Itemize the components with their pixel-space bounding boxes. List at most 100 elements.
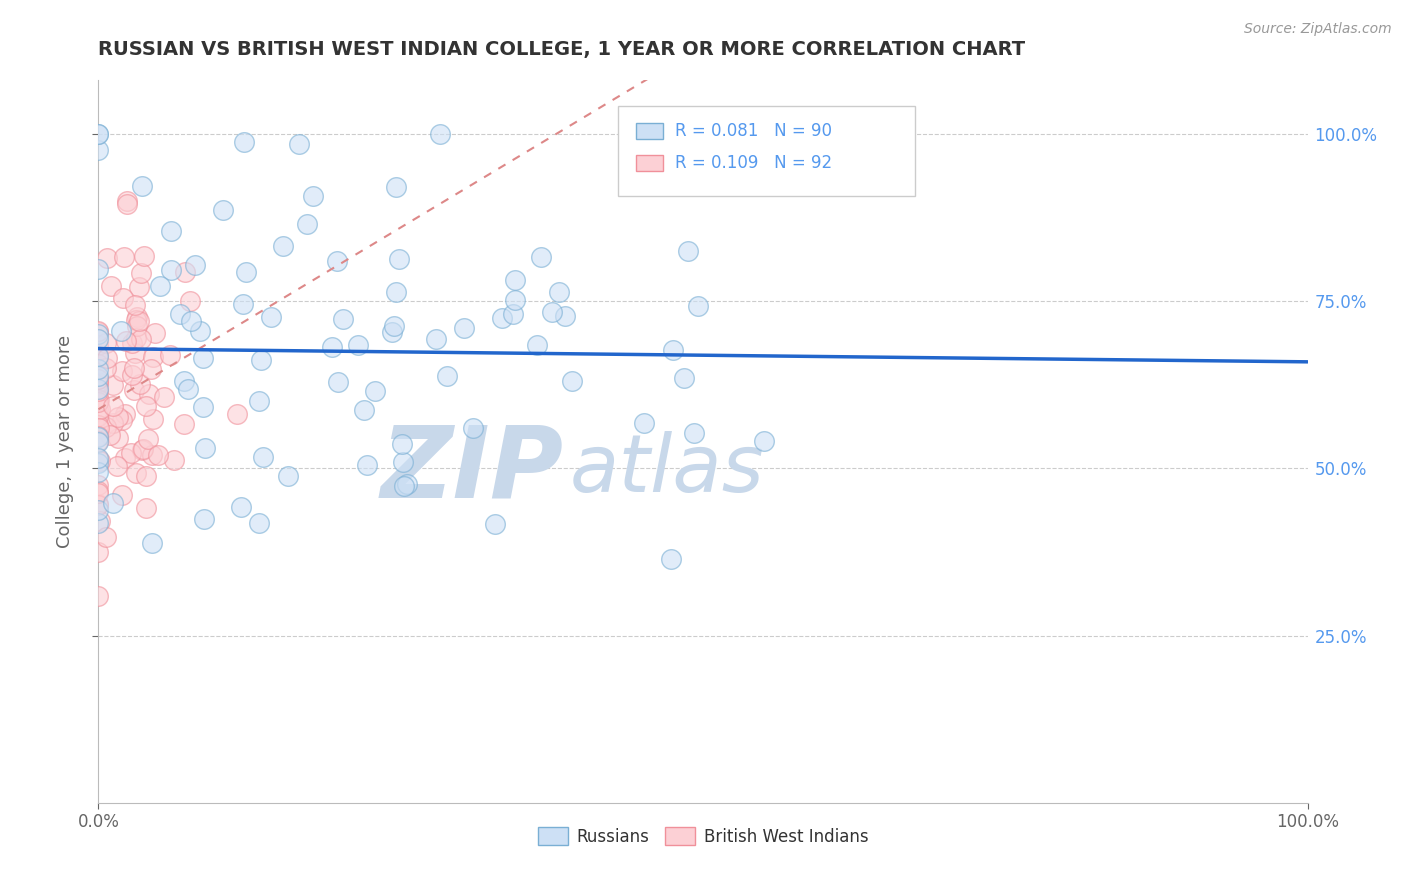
Point: [87, 369, 110, 384]
Point: [461, 421, 484, 435]
Point: [328, 375, 350, 389]
Point: [683, 426, 706, 441]
Point: [141, 448, 163, 462]
Point: [87, 326, 110, 341]
Point: [191, 351, 214, 366]
Point: [183, 259, 205, 273]
Point: [87, 349, 110, 363]
Point: [89, 514, 111, 528]
Point: [541, 305, 564, 319]
Point: [530, 251, 553, 265]
Point: [148, 448, 170, 462]
Point: [149, 279, 172, 293]
Point: [121, 368, 143, 382]
Point: [353, 402, 375, 417]
Point: [484, 516, 506, 531]
Text: R = 0.081   N = 90: R = 0.081 N = 90: [675, 122, 832, 140]
Point: [384, 179, 406, 194]
Point: [425, 332, 447, 346]
Point: [125, 313, 148, 327]
Point: [131, 178, 153, 193]
Point: [87, 384, 110, 399]
Point: [87, 337, 110, 351]
Point: [249, 394, 271, 409]
Point: [132, 249, 155, 263]
Point: [87, 382, 110, 396]
Point: [127, 318, 149, 333]
Point: [87, 348, 110, 362]
Point: [138, 386, 160, 401]
Point: [526, 337, 548, 351]
Point: [87, 456, 110, 470]
Text: ZIP: ZIP: [381, 422, 564, 519]
Point: [169, 307, 191, 321]
Point: [87, 372, 110, 386]
Point: [89, 402, 111, 417]
Point: [87, 498, 110, 512]
Point: [107, 431, 129, 445]
Point: [429, 127, 451, 141]
Point: [87, 483, 110, 498]
Point: [87, 589, 110, 603]
Point: [114, 334, 136, 348]
Point: [87, 262, 110, 277]
FancyBboxPatch shape: [619, 105, 915, 196]
Point: [388, 252, 411, 267]
Point: [194, 441, 217, 455]
Point: [132, 442, 155, 456]
Point: [250, 352, 273, 367]
Point: [124, 298, 146, 312]
Point: [142, 350, 165, 364]
Point: [127, 310, 149, 324]
Point: [193, 400, 215, 414]
Point: [252, 450, 274, 465]
Y-axis label: College, 1 year or more: College, 1 year or more: [56, 335, 75, 548]
Point: [87, 429, 110, 443]
Point: [124, 346, 146, 360]
Point: [94, 335, 117, 350]
Point: [94, 419, 117, 434]
Point: [122, 360, 145, 375]
Point: [128, 314, 150, 328]
Point: [100, 278, 122, 293]
Point: [103, 378, 125, 392]
Point: [129, 266, 152, 280]
Point: [101, 416, 124, 430]
Point: [87, 409, 110, 423]
Point: [87, 503, 110, 517]
Point: [87, 545, 110, 559]
Point: [87, 357, 110, 371]
Point: [87, 421, 110, 435]
Point: [381, 325, 404, 339]
Point: [98, 427, 121, 442]
Point: [107, 409, 129, 424]
Point: [87, 417, 110, 432]
Point: [111, 413, 134, 427]
Point: [124, 383, 146, 397]
FancyBboxPatch shape: [637, 155, 664, 171]
Point: [114, 407, 136, 421]
Point: [179, 293, 201, 308]
Point: [212, 202, 235, 217]
Point: [346, 338, 368, 352]
Point: [135, 469, 157, 483]
Point: [101, 495, 124, 509]
Point: [87, 325, 110, 339]
Point: [87, 466, 110, 480]
Point: [87, 434, 110, 449]
Point: [125, 467, 148, 481]
Point: [260, 310, 283, 324]
Point: [180, 313, 202, 327]
Point: [87, 324, 110, 338]
Point: [491, 310, 513, 325]
Point: [554, 309, 576, 323]
Point: [686, 300, 709, 314]
Point: [659, 551, 682, 566]
Point: [235, 265, 257, 279]
Point: [287, 136, 309, 151]
Point: [174, 265, 197, 279]
Point: [503, 273, 526, 287]
Point: [392, 455, 415, 469]
Point: [301, 188, 323, 202]
Point: [162, 453, 184, 467]
